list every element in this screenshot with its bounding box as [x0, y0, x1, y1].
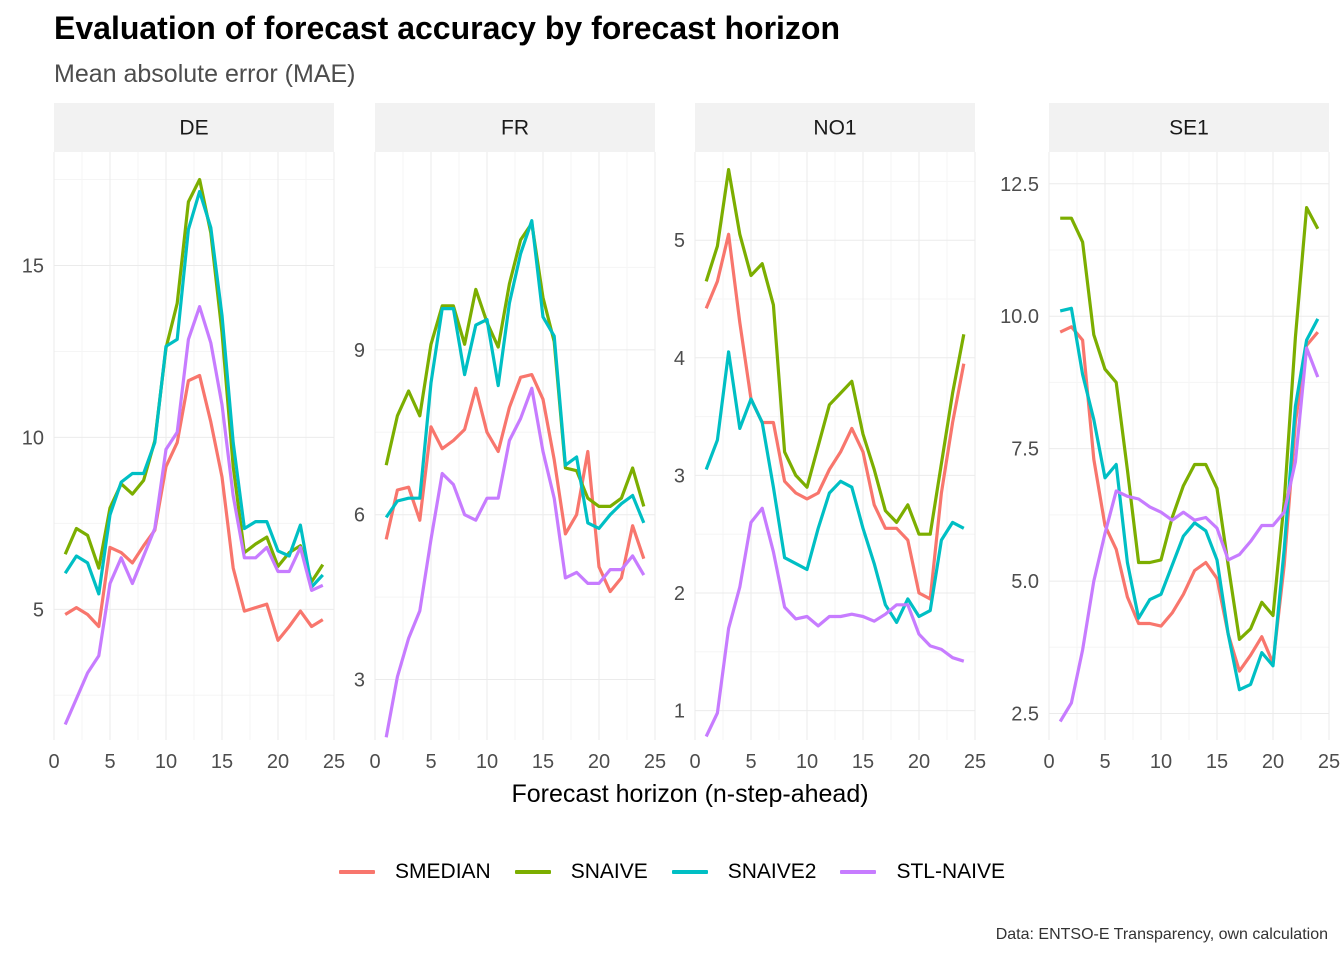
series-line-snaive2	[384, 219, 646, 531]
y-tick-label: 3	[674, 465, 685, 487]
x-tick-label: 10	[1150, 751, 1172, 773]
series-line-snaive	[704, 168, 966, 536]
legend-key-swatch	[514, 870, 551, 874]
series-line-stl-naive	[704, 506, 965, 738]
x-tick-label: 20	[908, 751, 930, 773]
x-tick-label: 25	[1318, 751, 1340, 773]
y-tick-label: 7.5	[1011, 439, 1039, 461]
x-tick-label: 20	[267, 751, 289, 773]
chart-subtitle: Mean absolute error (MAE)	[54, 60, 356, 88]
x-tick-label: 15	[852, 751, 874, 773]
x-tick-label: 10	[476, 751, 498, 773]
x-tick-label: 5	[1099, 751, 1110, 773]
facet-strip-label: NO1	[813, 117, 856, 140]
y-tick-label: 12.5	[1000, 174, 1039, 196]
x-tick-label: 25	[323, 751, 345, 773]
series-line-snaive2	[63, 189, 324, 596]
y-tick-label: 5	[674, 230, 685, 252]
facet-strip	[54, 103, 334, 152]
x-tick-label: 10	[796, 751, 818, 773]
series-line-stl-naive	[63, 305, 324, 726]
x-tick-label: 20	[1262, 751, 1284, 773]
x-tick-label: 20	[588, 751, 610, 773]
x-tick-label: 25	[644, 751, 666, 773]
y-tick-label: 6	[354, 505, 365, 527]
facet-strip	[1049, 103, 1329, 152]
legend-label: SMEDIAN	[395, 860, 491, 883]
x-tick-label: 5	[104, 751, 115, 773]
legend-key-swatch	[840, 870, 877, 874]
x-tick-label: 0	[689, 751, 700, 773]
x-axis-title: Forecast horizon (n-step-ahead)	[511, 780, 868, 808]
y-tick-label: 5	[33, 599, 44, 621]
y-tick-label: 10	[22, 427, 44, 449]
series-line-stl-naive	[1058, 346, 1320, 723]
legend-item: SNAIVE	[514, 860, 648, 884]
x-tick-label: 0	[48, 751, 59, 773]
x-tick-label: 15	[211, 751, 233, 773]
y-tick-label: 3	[354, 670, 365, 692]
x-tick-label: 10	[155, 751, 177, 773]
series-line-snaive	[384, 221, 646, 508]
x-tick-label: 15	[532, 751, 554, 773]
y-tick-label: 2	[674, 583, 685, 605]
y-tick-label: 1	[674, 701, 685, 723]
series-line-smedian	[704, 232, 966, 601]
legend-key-swatch	[671, 870, 708, 874]
legend-item: SMEDIAN	[339, 860, 491, 884]
y-tick-label: 2.5	[1011, 704, 1039, 726]
legend-label: STL-NAIVE	[896, 860, 1005, 883]
facet-strip	[695, 103, 975, 152]
legend-item: SNAIVE2	[671, 860, 817, 884]
x-tick-label: 0	[1043, 751, 1054, 773]
series-line-smedian	[64, 373, 324, 642]
legend-key-swatch	[339, 870, 376, 874]
x-tick-label: 0	[369, 751, 380, 773]
legend-label: SNAIVE	[570, 860, 648, 883]
legend-label: SNAIVE2	[727, 860, 817, 883]
legend-item: STL-NAIVE	[840, 860, 1005, 884]
y-tick-label: 9	[354, 340, 365, 362]
x-tick-label: 5	[425, 751, 436, 773]
facet-strip-label: FR	[501, 117, 529, 140]
chart-title: Evaluation of forecast accuracy by forec…	[54, 10, 841, 46]
series-line-smedian	[384, 373, 646, 594]
y-tick-label: 10.0	[1000, 306, 1039, 328]
legend: SMEDIAN SNAIVE SNAIVE2 STL-NAIVE	[0, 860, 1344, 884]
y-tick-label: 15	[22, 255, 44, 277]
facet-strip-label: SE1	[1169, 117, 1209, 140]
series-line-stl-naive	[384, 386, 646, 738]
series-line-snaive	[1060, 206, 1320, 642]
x-tick-label: 15	[1206, 751, 1228, 773]
facet-strip-label: DE	[179, 117, 208, 140]
y-tick-label: 5.0	[1011, 571, 1039, 593]
x-tick-label: 5	[745, 751, 756, 773]
series-line-snaive2	[1059, 306, 1320, 692]
y-tick-label: 4	[674, 348, 685, 370]
faceted-line-chart: DE 5 10 15 0 5 10 15 20 25 FR 3 6 9 0 5 10 15 20 25 NO1 1 2 3 4 5…	[22, 103, 1340, 808]
facet-strip	[375, 103, 655, 152]
data-source-caption: Data: ENTSO-E Transparency, own calculat…	[995, 926, 1328, 943]
series-line-snaive2	[704, 350, 965, 625]
x-tick-label: 25	[964, 751, 986, 773]
